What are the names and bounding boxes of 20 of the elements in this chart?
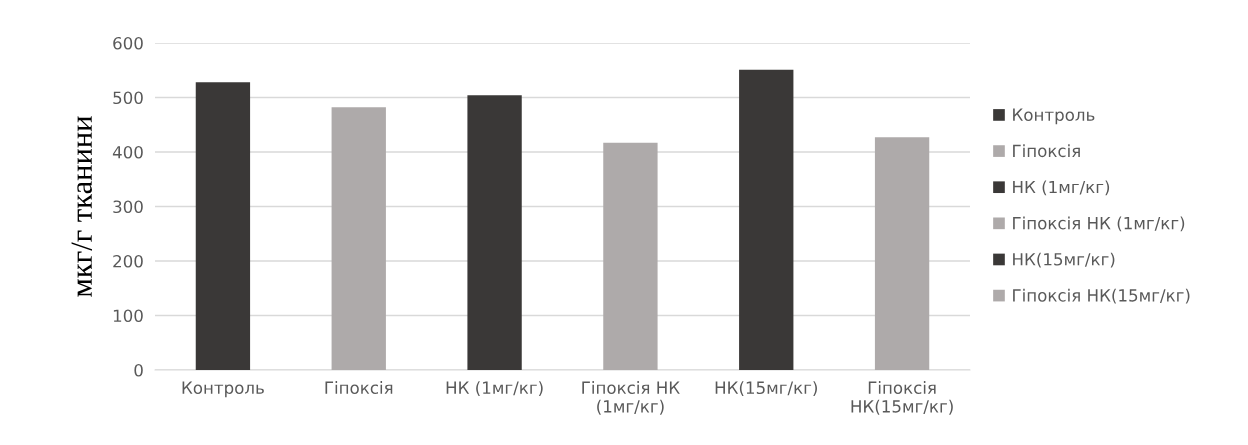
legend-label: НК (1мг/кг) <box>1013 180 1110 196</box>
legend-label: Контроль <box>1013 108 1095 125</box>
y-tick-label: 600 <box>113 36 143 50</box>
x-tick-label: Гіпоксія НК(15мг/кг) <box>851 381 953 415</box>
legend-label: НК(15мг/кг) <box>1013 252 1115 268</box>
y-tick-label: 200 <box>113 254 143 268</box>
x-tick-label: НК (1мг/кг) <box>446 381 543 396</box>
x-tick-label: Гіпоксія НК (1мг/кг) <box>582 381 680 415</box>
y-tick-label: 0 <box>134 363 143 377</box>
x-tick-label: НК(15мг/кг) <box>715 381 817 396</box>
y-axis-title: мкг/г тканини <box>71 116 92 297</box>
x-tick-label: Гіпоксія <box>325 381 393 395</box>
legend-label: Гіпоксія НК(15мг/кг) <box>1013 288 1190 304</box>
legend-label: Гіпоксія НК (1мг/кг) <box>1013 216 1185 232</box>
legend-label: Гіпоксія <box>1013 144 1080 158</box>
y-tick-label: 300 <box>113 200 143 214</box>
x-tick-label: Контроль <box>182 381 264 398</box>
y-tick-label: 400 <box>112 145 143 159</box>
y-tick-label: 500 <box>113 91 143 105</box>
y-tick-label: 100 <box>113 309 143 323</box>
